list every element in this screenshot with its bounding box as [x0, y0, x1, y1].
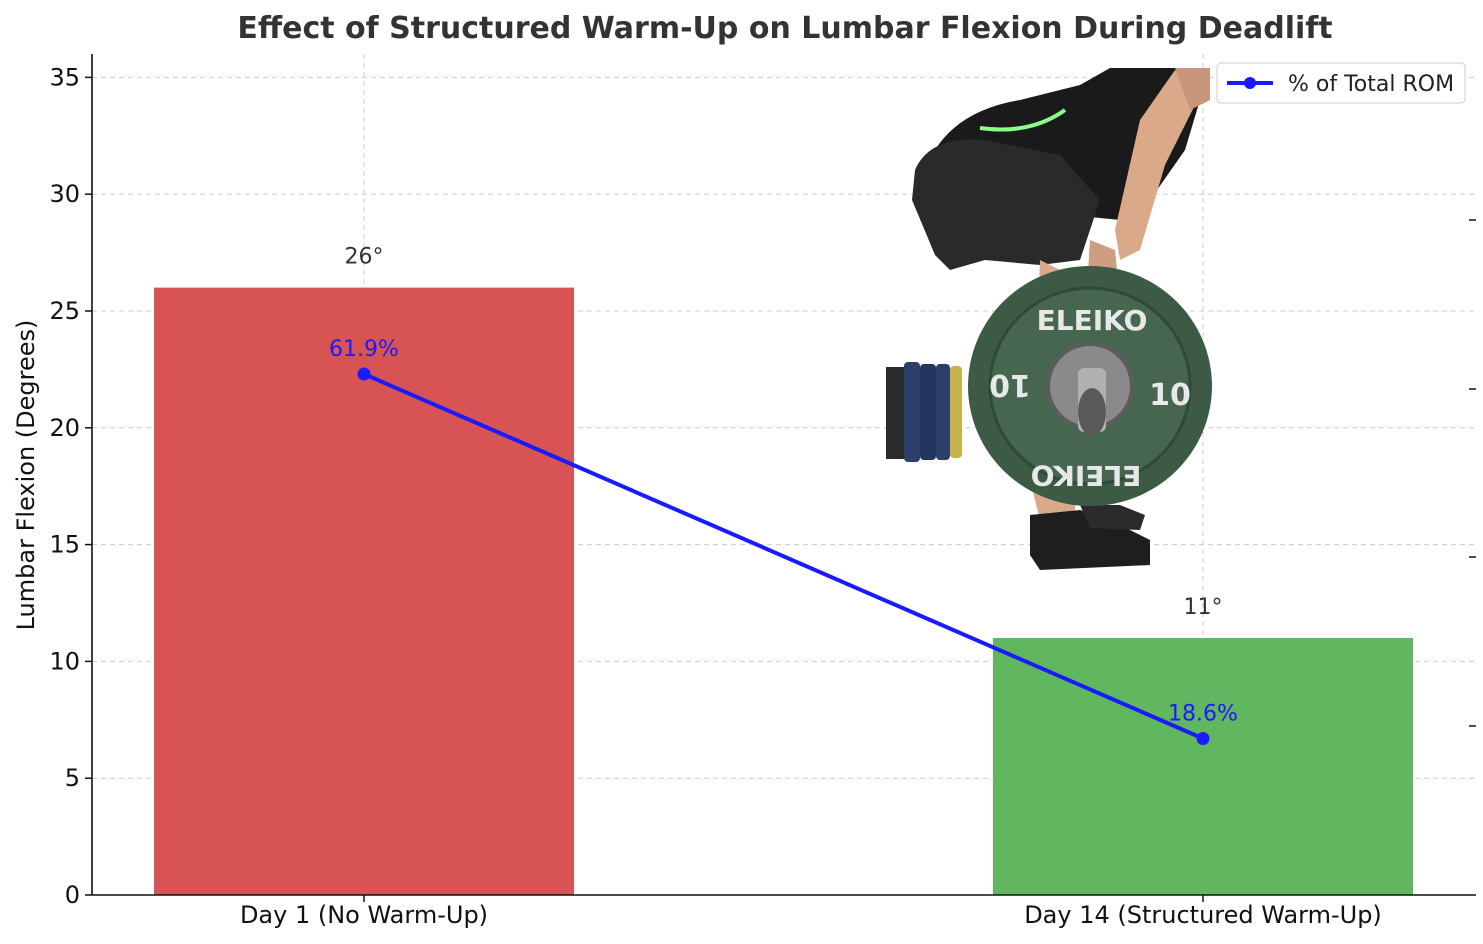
line-layer: 61.9% 18.6% [329, 337, 1238, 745]
plate-text-right: 10 [1149, 378, 1191, 413]
y-tick-label: 15 [49, 531, 80, 559]
series-line [363, 372, 1204, 741]
series-point-label: 18.6% [1168, 701, 1238, 726]
y-tick-label: 25 [49, 297, 80, 325]
bar [993, 638, 1413, 895]
plate-text-top: ELEIKO [1037, 304, 1148, 337]
deadlift-photo-icon: ELEIKO 10 10 ELEIKO [886, 68, 1212, 570]
bar-value-label: 26° [345, 245, 384, 270]
y-tick-label: 35 [49, 63, 80, 91]
plate-text-left: 10 [989, 367, 1031, 402]
x-tick-label: Day 14 (Structured Warm-Up) [1024, 901, 1382, 929]
chart-title: Effect of Structured Warm-Up on Lumbar F… [237, 11, 1332, 46]
y-tick-label: 10 [49, 647, 80, 675]
y-tick-label: 20 [49, 414, 80, 442]
bar [154, 287, 574, 896]
legend-box [1216, 62, 1466, 104]
y-tick-label: 5 [65, 764, 80, 792]
axis-layer: 0 5 10 15 20 25 30 35 Day 1 (No Warm-Up) Day 14 (… [49, 54, 1476, 929]
y-axis-label: Lumbar Flexion (Degrees) [12, 320, 40, 631]
legend-marker [1244, 77, 1256, 89]
x-tick-label: Day 1 (No Warm-Up) [240, 901, 488, 929]
series-point-label: 61.9% [329, 337, 399, 362]
y-tick-label: 30 [49, 180, 80, 208]
bar-layer: 26° 11° [154, 245, 1413, 896]
legend: % of Total ROM [1216, 62, 1466, 104]
plate-text-bottom: ELEIKO [1031, 459, 1142, 492]
series-point [1196, 731, 1210, 745]
series-point [357, 367, 371, 381]
legend-entry: % of Total ROM [1288, 72, 1454, 97]
bar-value-label: 11° [1184, 595, 1223, 620]
y-tick-label: 0 [65, 881, 80, 909]
